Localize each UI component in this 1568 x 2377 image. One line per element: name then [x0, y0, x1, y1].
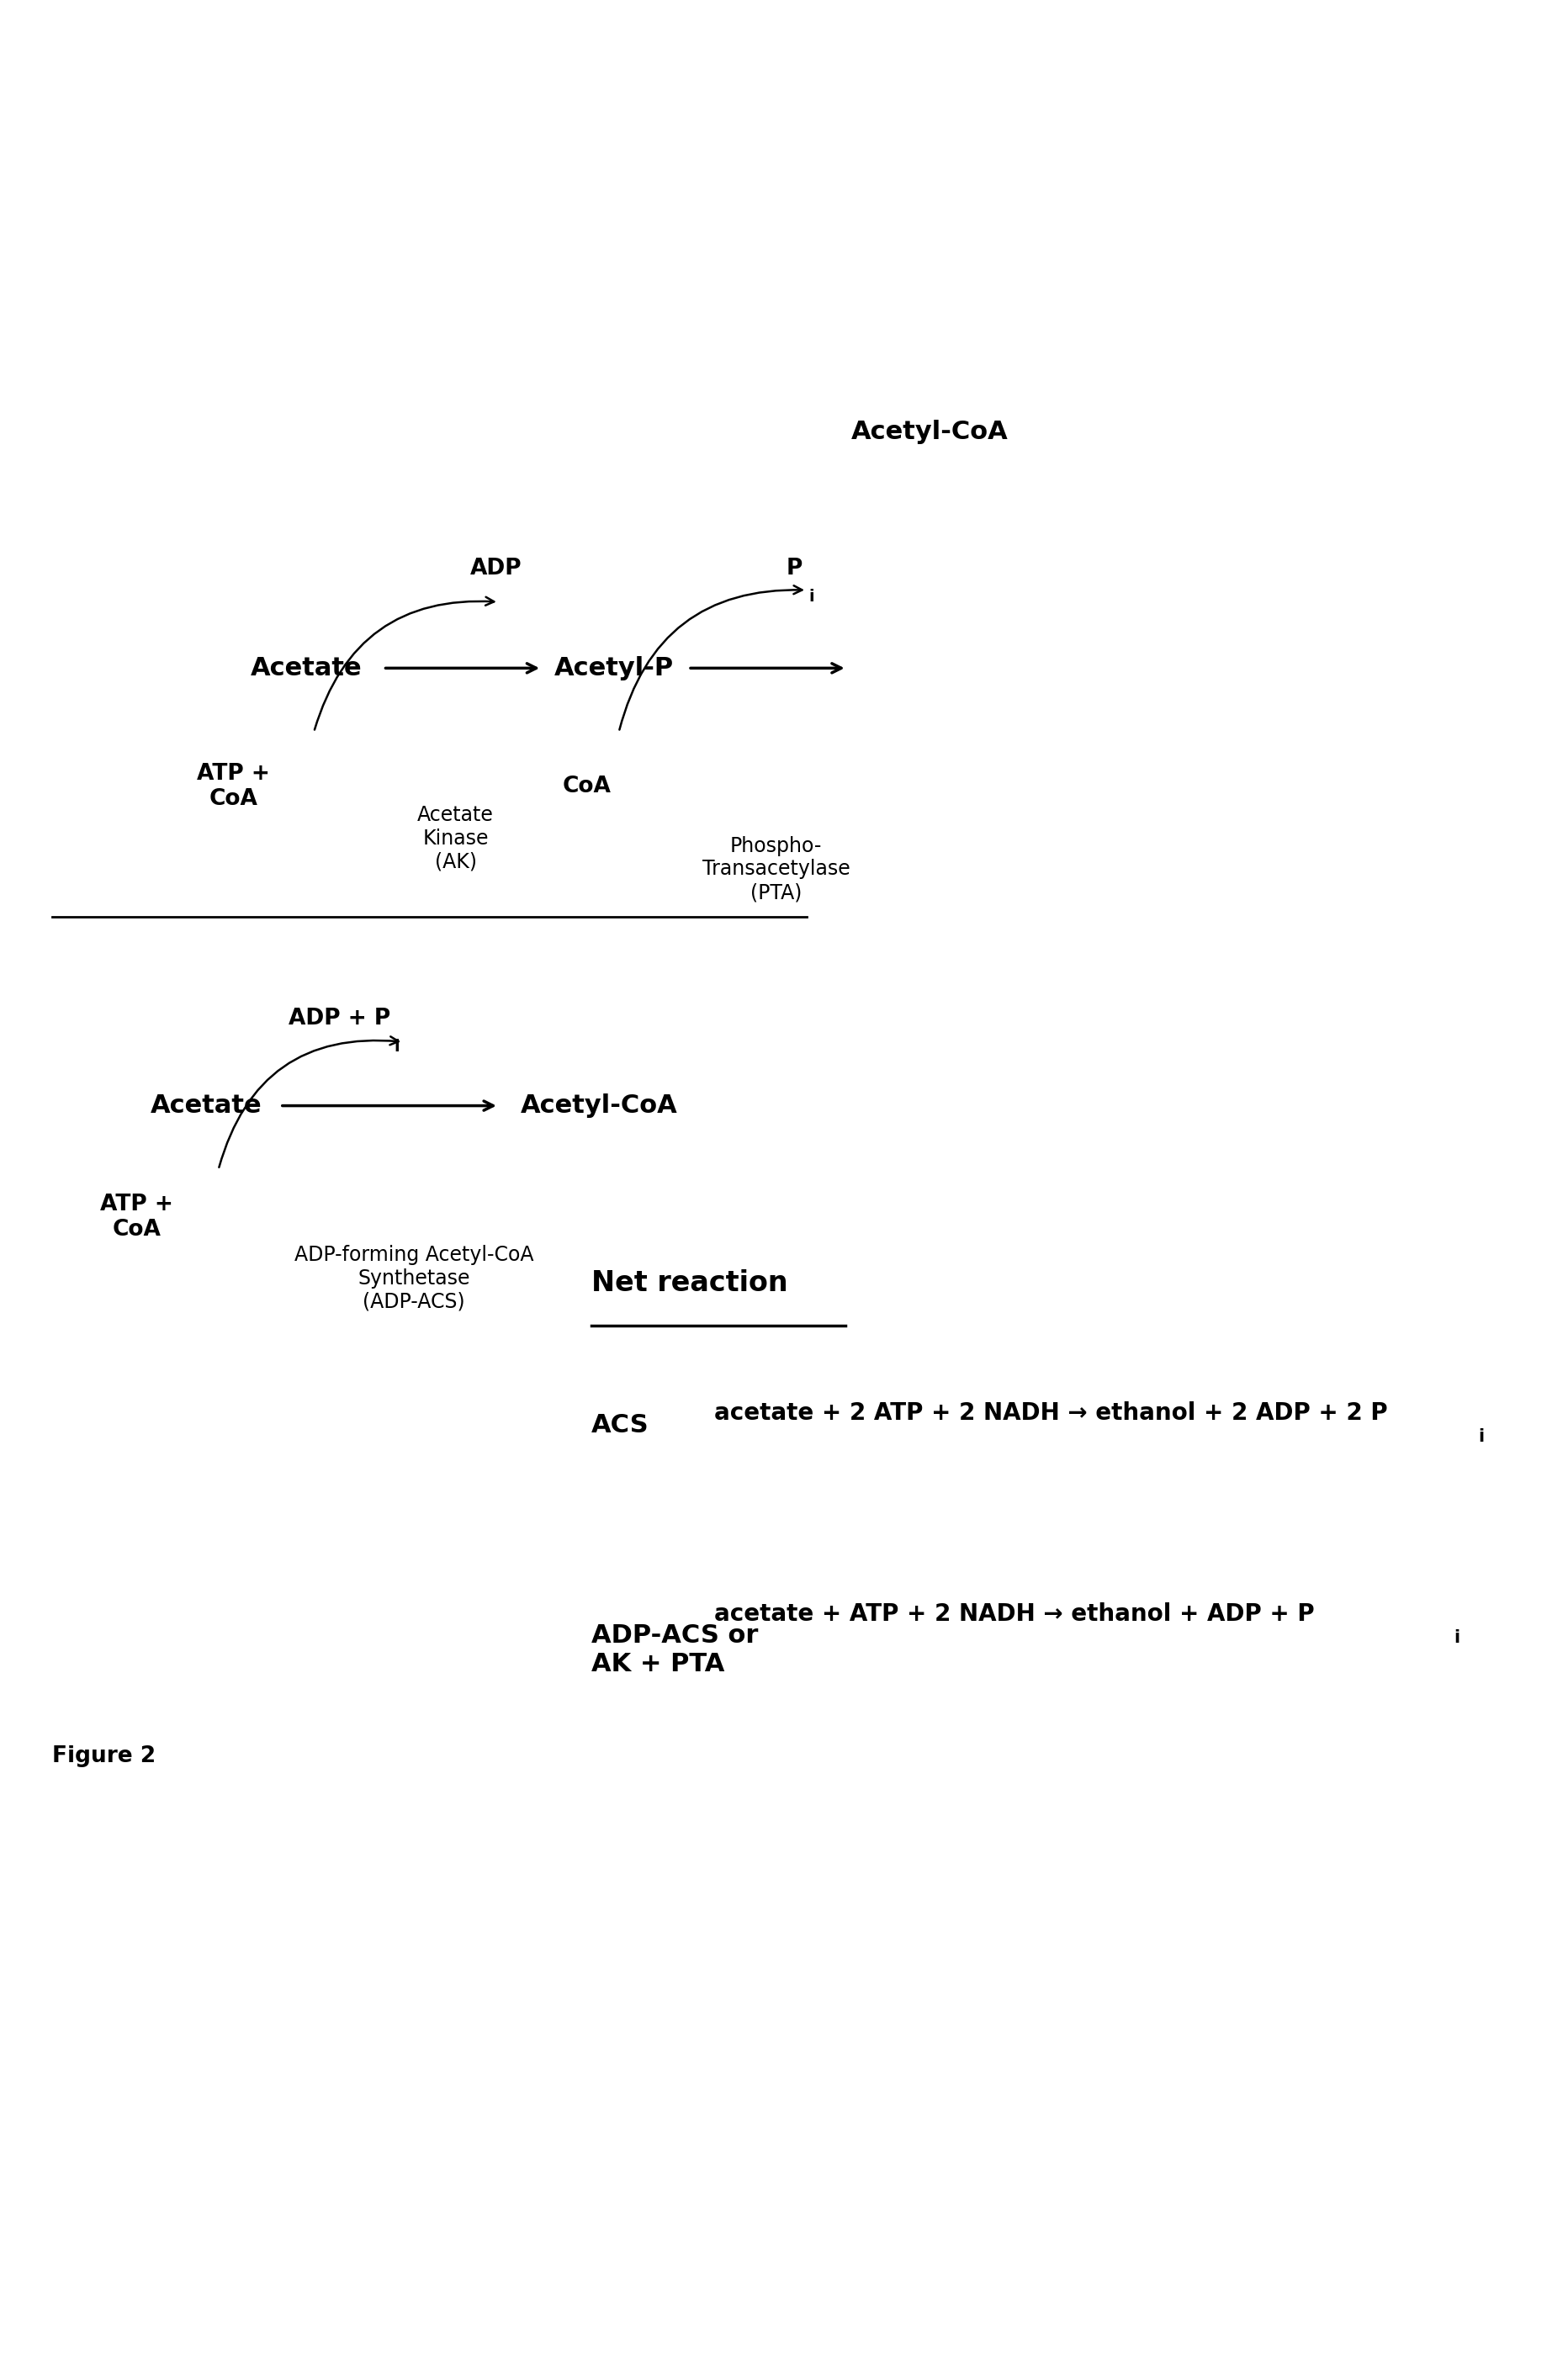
- Text: Acetyl-CoA: Acetyl-CoA: [521, 1093, 677, 1117]
- Text: Figure 2: Figure 2: [52, 1745, 155, 1766]
- Text: i: i: [808, 589, 814, 606]
- Text: Acetate: Acetate: [151, 1093, 262, 1117]
- Text: ADP: ADP: [469, 559, 521, 580]
- Text: Acetate
Kinase
(AK): Acetate Kinase (AK): [417, 806, 494, 872]
- Text: ADP-forming Acetyl-CoA
Synthetase
(ADP-ACS): ADP-forming Acetyl-CoA Synthetase (ADP-A…: [295, 1246, 533, 1312]
- Text: ADP + P: ADP + P: [289, 1008, 390, 1029]
- Text: acetate + 2 ATP + 2 NADH → ethanol + 2 ADP + 2 P: acetate + 2 ATP + 2 NADH → ethanol + 2 A…: [713, 1402, 1388, 1424]
- Text: Acetate: Acetate: [251, 656, 362, 680]
- Text: Phospho-
Transacetylase
(PTA): Phospho- Transacetylase (PTA): [701, 837, 850, 903]
- Text: Net reaction: Net reaction: [591, 1269, 787, 1298]
- Text: ATP +
CoA: ATP + CoA: [100, 1193, 172, 1241]
- Text: ACS: ACS: [591, 1412, 649, 1438]
- Text: acetate + ATP + 2 NADH → ethanol + ADP + P: acetate + ATP + 2 NADH → ethanol + ADP +…: [713, 1602, 1314, 1626]
- Text: CoA: CoA: [561, 775, 610, 796]
- Text: i: i: [1477, 1429, 1483, 1445]
- Text: P: P: [786, 559, 801, 580]
- Text: Acetyl-CoA: Acetyl-CoA: [851, 418, 1008, 444]
- Text: i: i: [1454, 1631, 1458, 1647]
- Text: ATP +
CoA: ATP + CoA: [198, 763, 270, 811]
- Text: i: i: [394, 1039, 400, 1055]
- Text: ADP-ACS or
AK + PTA: ADP-ACS or AK + PTA: [591, 1623, 757, 1676]
- Text: Acetyl-P: Acetyl-P: [554, 656, 674, 680]
